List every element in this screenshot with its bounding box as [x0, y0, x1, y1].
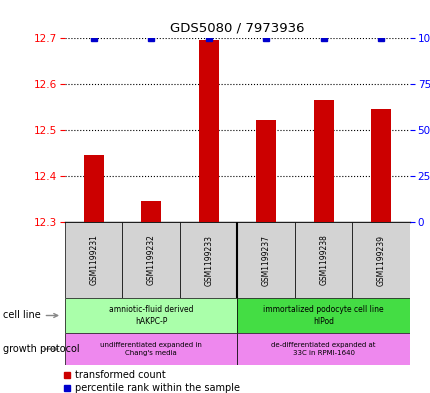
Bar [237, 298, 409, 333]
Text: growth protocol: growth protocol [3, 344, 80, 354]
Text: GSM1199231: GSM1199231 [89, 235, 98, 285]
Bar [141, 201, 161, 222]
Bar [313, 100, 333, 222]
Bar [122, 222, 180, 298]
Text: GSM1199239: GSM1199239 [376, 235, 385, 285]
Bar [237, 333, 409, 365]
Bar [65, 298, 237, 333]
Bar [65, 222, 122, 298]
Bar [255, 120, 276, 222]
Text: GSM1199233: GSM1199233 [204, 235, 213, 285]
Bar [352, 222, 409, 298]
Bar [180, 222, 237, 298]
Text: GSM1199232: GSM1199232 [146, 235, 155, 285]
Bar [237, 222, 294, 298]
Text: percentile rank within the sample: percentile rank within the sample [75, 383, 240, 393]
Text: immortalized podocyte cell line
hIPod: immortalized podocyte cell line hIPod [263, 305, 383, 325]
Title: GDS5080 / 7973936: GDS5080 / 7973936 [170, 21, 304, 34]
Text: amniotic-fluid derived
hAKPC-P: amniotic-fluid derived hAKPC-P [109, 305, 193, 325]
Text: undifferentiated expanded in
Chang's media: undifferentiated expanded in Chang's med… [100, 342, 202, 356]
Bar [65, 333, 237, 365]
Text: GSM1199237: GSM1199237 [261, 235, 270, 285]
Text: transformed count: transformed count [75, 370, 166, 380]
Text: cell line: cell line [3, 310, 58, 321]
Bar [294, 222, 352, 298]
Text: de-differentiated expanded at
33C in RPMI-1640: de-differentiated expanded at 33C in RPM… [271, 342, 375, 356]
Bar [370, 109, 390, 222]
Bar [198, 40, 218, 222]
Text: GSM1199238: GSM1199238 [319, 235, 328, 285]
Bar [83, 155, 104, 222]
